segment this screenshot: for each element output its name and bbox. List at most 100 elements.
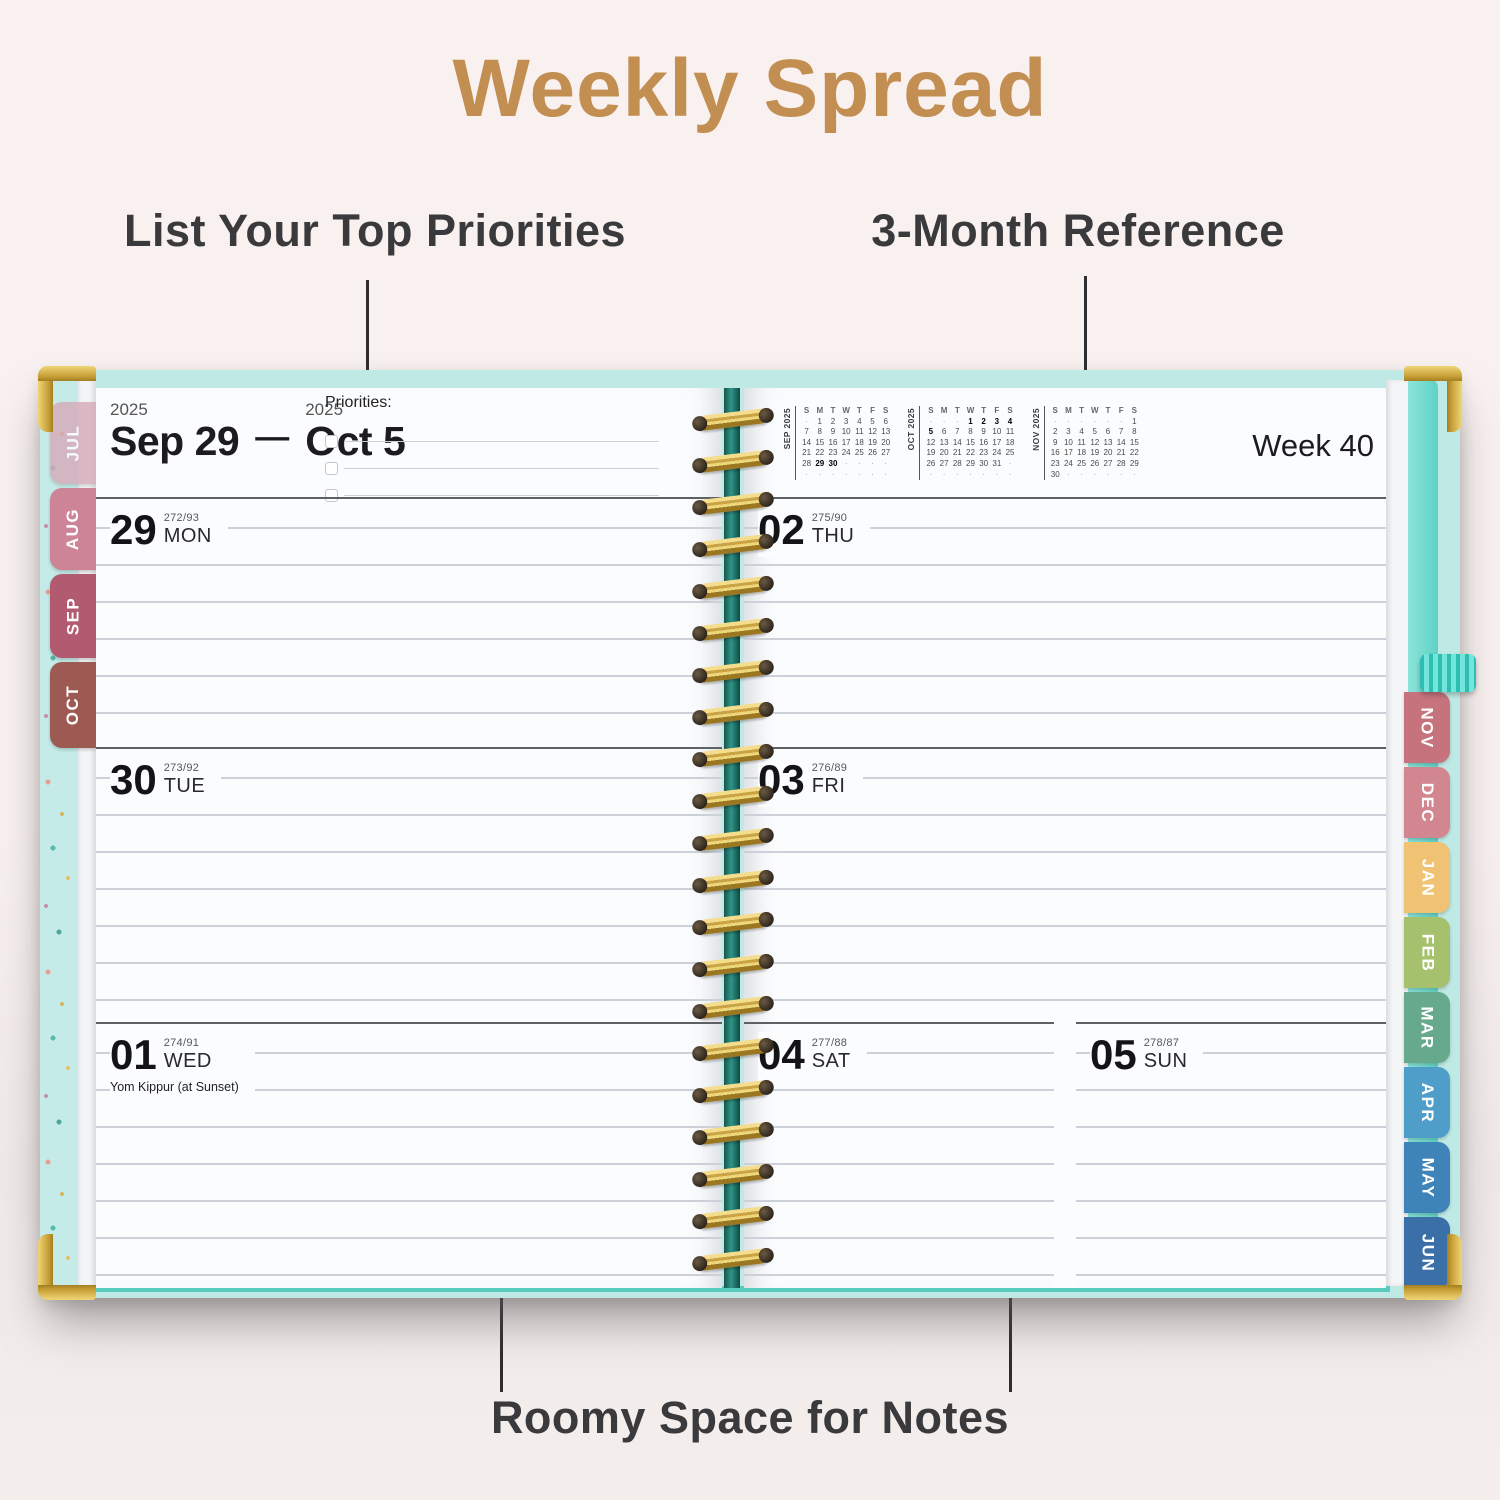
- day-number: 29: [110, 506, 157, 553]
- calendar-day-cell: 7: [1118, 427, 1124, 437]
- calendar-day-cell: 22: [1129, 448, 1139, 458]
- calendar-weekday-header: M: [940, 406, 948, 415]
- calendar-weekday-header: S: [803, 406, 810, 415]
- calendar-weekday-header: T: [830, 406, 836, 415]
- calendar-weekday-header: T: [1105, 406, 1111, 415]
- calendar-day-cell: 8: [817, 427, 822, 437]
- callout-line-reference: [1084, 276, 1087, 458]
- month-tab-label: OCT: [62, 684, 82, 726]
- right-page-header: SEP 2025 S M T W T F S · 1 2 3 4 5 6 7 8 9 10 11 12 13 14 15 16 1…: [744, 388, 1386, 497]
- day-of-week: SAT: [811, 1050, 851, 1072]
- calendar-day-cell: 1: [968, 416, 973, 426]
- calendar-day-cell: ·: [884, 469, 888, 479]
- calendar-day-cell: ·: [871, 458, 874, 468]
- calendar-day-cell: 16: [1050, 448, 1060, 458]
- calendar-day-cell: 20: [939, 448, 949, 458]
- mini-calendar-sep-2025: SEP 2025 S M T W T F S · 1 2 3 4 5 6 7 8 9 10 11 12 13 14 15 16 1…: [782, 406, 892, 481]
- calendar-weekday-header: T: [856, 406, 862, 415]
- month-tab-mar: MAR: [1404, 992, 1450, 1063]
- day-label-tue: 30 273/92 TUE: [110, 757, 222, 807]
- calendar-day-cell: 11: [1005, 427, 1015, 437]
- calendar-day-cell: ·: [884, 458, 888, 468]
- calendar-day-cell: ·: [1119, 469, 1123, 479]
- calendar-weekday-header: S: [928, 406, 934, 415]
- day-of-week: MON: [163, 525, 212, 547]
- priority-checkbox: [325, 435, 338, 448]
- calendar-day-cell: 7: [955, 427, 960, 437]
- mini-calendar-grid: S M T W T F S · 1 2 3 4 5 6 7 8 9 10 11 12 13 14 15 16 17 18 19 20 2…: [795, 406, 892, 481]
- calendar-day-cell: 17: [841, 437, 851, 447]
- calendar-day-cell: 24: [841, 448, 851, 458]
- calendar-day-cell: 27: [881, 448, 891, 458]
- calendar-day-cell: 13: [1103, 437, 1113, 447]
- calendar-day-cell: ·: [805, 469, 808, 479]
- calendar-weekday-header: T: [954, 406, 960, 415]
- calendar-day-cell: ·: [942, 416, 946, 426]
- priority-checkbox: [325, 462, 338, 475]
- day-number: 01: [110, 1031, 157, 1078]
- calendar-day-cell: 21: [802, 448, 812, 458]
- calendar-weekday-header: F: [994, 406, 1000, 415]
- callout-line-priorities: [366, 280, 369, 428]
- calendar-day-cell: 9: [830, 427, 836, 437]
- calendar-day-cell: 9: [1052, 437, 1058, 447]
- calendar-day-cell: ·: [1106, 469, 1110, 479]
- calendar-day-cell: 28: [1116, 458, 1126, 468]
- calendar-day-cell: 2: [830, 416, 836, 426]
- calendar-day-cell: 9: [981, 427, 986, 437]
- day-section-mon: 29 272/93 MON: [96, 497, 722, 747]
- calendar-day-cell: ·: [818, 469, 822, 479]
- cover-bottom-edge: [92, 1286, 1390, 1292]
- calendar-day-cell: 21: [952, 448, 962, 458]
- calendar-day-cell: ·: [982, 469, 985, 479]
- day-of-week: TUE: [163, 775, 206, 797]
- day-label-sat: 04 277/88 SAT: [758, 1032, 867, 1082]
- month-tab-jul: JUL: [50, 402, 96, 484]
- month-tab-sep: SEP: [50, 574, 96, 658]
- holiday-note: Yom Kippur (at Sunset): [110, 1080, 239, 1094]
- priority-write-line: [344, 441, 659, 442]
- gold-corner-bottom-right: [1404, 1234, 1462, 1300]
- calendar-day-cell: 24: [1063, 458, 1073, 468]
- calendar-day-cell: 13: [939, 437, 949, 447]
- calendar-day-cell: 10: [992, 427, 1002, 437]
- priorities-label: Priorities:: [325, 394, 392, 411]
- calendar-day-cell: 30: [828, 458, 838, 468]
- calendar-day-cell: 4: [1079, 427, 1084, 437]
- weekend-column-gap: [1054, 1022, 1076, 1288]
- month-tab-label: MAY: [1418, 1157, 1437, 1198]
- callout-notes-label: Roomy Space for Notes: [490, 1392, 1010, 1443]
- gold-corner-top-left: [38, 366, 96, 432]
- calendar-weekday-header: F: [870, 406, 875, 415]
- priority-row: [325, 469, 659, 502]
- calendar-day-cell: 17: [992, 437, 1002, 447]
- page-title: Weekly Spread: [452, 43, 1048, 134]
- month-tab-jan: JAN: [1404, 842, 1450, 913]
- gold-corner-top-right: [1404, 366, 1462, 432]
- calendar-day-cell: ·: [858, 469, 861, 479]
- calendar-day-cell: ·: [1080, 416, 1083, 426]
- calendar-weekday-header: T: [1079, 406, 1085, 415]
- calendar-day-cell: ·: [1008, 469, 1012, 479]
- calendar-day-cell: 7: [804, 427, 809, 437]
- month-tab-aug: AUG: [50, 488, 96, 570]
- calendar-day-cell: ·: [1080, 469, 1083, 479]
- calendar-day-cell: 2: [981, 416, 986, 426]
- priority-row: [325, 415, 659, 448]
- callout-reference-label: 3-Month Reference: [871, 205, 1285, 256]
- day-number: 05: [1090, 1031, 1137, 1078]
- calendar-day-cell: ·: [1093, 416, 1097, 426]
- priorities-block: Priorities:: [325, 394, 659, 502]
- calendar-day-cell: 14: [952, 437, 962, 447]
- calendar-day-cell: 6: [883, 416, 888, 426]
- calendar-weekday-header: S: [1007, 406, 1013, 415]
- calendar-day-cell: ·: [831, 469, 835, 479]
- calendar-day-cell: 15: [815, 437, 825, 447]
- day-section-tue: 30 273/92 TUE: [96, 747, 722, 1022]
- day-of-year: 276/89: [811, 762, 848, 774]
- calendar-day-cell: 18: [1005, 437, 1015, 447]
- calendar-day-cell: 18: [854, 437, 864, 447]
- day-section-thu: 02 275/90 THU: [744, 497, 1386, 747]
- page-stack-right: [1386, 380, 1408, 1286]
